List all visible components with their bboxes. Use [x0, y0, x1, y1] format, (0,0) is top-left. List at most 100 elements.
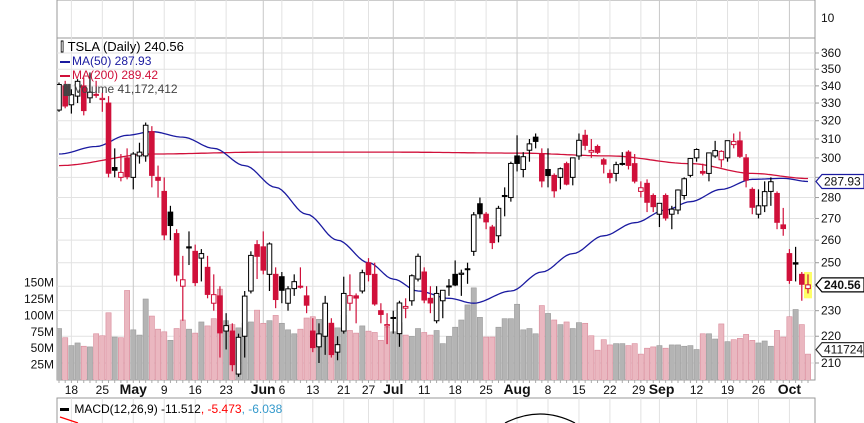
- volume-bar: [99, 335, 106, 380]
- macd-signal: , -5.473: [200, 402, 242, 416]
- x-tick-label: May: [120, 381, 147, 397]
- candle-body: [285, 288, 291, 304]
- candle-body: [495, 207, 502, 237]
- volume-bar: [761, 340, 768, 380]
- volume-bar: [105, 312, 112, 380]
- candle-body: [780, 224, 787, 230]
- x-tick-label: 9: [161, 383, 168, 397]
- volume-bar: [588, 335, 595, 380]
- volume-bar: [538, 305, 545, 380]
- y-tick-label: 250: [821, 256, 841, 270]
- candle-body: [371, 273, 378, 305]
- volume-bar: [130, 329, 137, 380]
- candle-body: [768, 181, 774, 192]
- candle-body: [198, 253, 205, 259]
- legend-ma200: MA(200) 289.42: [72, 68, 159, 82]
- candle-body: [279, 276, 285, 291]
- volume-bar: [792, 309, 799, 380]
- volume-bar: [718, 323, 725, 380]
- candle-body: [706, 152, 712, 174]
- candle-body: [229, 330, 236, 366]
- volume-bar: [699, 333, 706, 380]
- candle-body: [334, 344, 341, 353]
- volume-bar: [483, 336, 490, 380]
- macd-swatch-icon: [60, 408, 69, 412]
- volume-tick-label: 50M: [31, 341, 54, 355]
- candle-body: [421, 271, 428, 301]
- volume-tick-label: 150M: [24, 276, 54, 290]
- x-tick-label: 19: [721, 383, 735, 397]
- volume-bar: [439, 343, 446, 380]
- volume-bar: [668, 344, 675, 380]
- candle-body: [681, 178, 687, 196]
- ma50-value-tag-box: [815, 173, 864, 190]
- candle-body: [792, 262, 799, 265]
- volume-bar: [458, 319, 465, 380]
- volume-tick-label: 25M: [31, 358, 54, 372]
- candle-body: [501, 194, 508, 197]
- candle-body: [526, 143, 533, 151]
- x-tick-label: Jul: [383, 381, 403, 397]
- macd-panel: [56, 397, 816, 423]
- candle-body: [761, 191, 768, 207]
- candle-body: [774, 192, 780, 223]
- candle-body: [291, 281, 298, 290]
- y-tick-label: 220: [821, 329, 841, 343]
- y-tick-label: 320: [821, 114, 841, 128]
- candle-body: [569, 157, 576, 178]
- volume-bar: [347, 330, 353, 380]
- candle-body: [439, 289, 446, 302]
- volume-bar: [563, 321, 570, 380]
- volume-bar: [514, 303, 520, 380]
- candle-body: [173, 233, 180, 276]
- x-tick-label: 16: [189, 383, 203, 397]
- x-tick-label: Sep: [649, 381, 675, 397]
- candle-body: [167, 211, 174, 227]
- volume-bar: [650, 346, 657, 380]
- candle-body: [390, 316, 397, 319]
- candle-body: [365, 262, 372, 276]
- candle-body: [514, 155, 520, 164]
- macd-label: MACD(12,26,9) -11.512: [74, 402, 201, 416]
- candle-body: [80, 85, 87, 112]
- candle-body: [204, 266, 211, 295]
- y-tick-label: 330: [821, 96, 841, 110]
- chart-legend: ⫿ TSLA (Daily) 240.56 MA(50) 287.93 MA(2…: [60, 40, 184, 98]
- axes: 360 350 340 330 320 310 300 280 270 260 250 230 220 2…: [24, 11, 864, 397]
- candle-body: [68, 94, 75, 106]
- candle-body: [755, 205, 762, 215]
- y-tick-label: 310: [821, 132, 841, 146]
- volume-bar: [786, 316, 793, 380]
- volume-bar: [656, 345, 663, 380]
- volume-bar: [545, 313, 551, 380]
- legend-volume: Volume 41,172,412: [74, 82, 178, 96]
- candle-body: [452, 273, 458, 286]
- volume-bar: [136, 334, 143, 380]
- volume-bar: [767, 345, 774, 380]
- volume-bar: [266, 320, 273, 380]
- candle-body: [105, 102, 112, 174]
- candle-body: [248, 254, 254, 292]
- candle-body: [347, 295, 353, 304]
- last-price-tag: 240.56: [824, 278, 861, 292]
- volume-bar: [805, 353, 811, 380]
- legend-title-row: ⫿ TSLA (Daily) 240.56: [60, 40, 184, 54]
- candle-body: [464, 268, 471, 271]
- volume-bar: [62, 337, 69, 380]
- volume-value-tag-box: [815, 342, 864, 358]
- candle-body: [724, 140, 731, 159]
- volume-bar: [600, 339, 607, 380]
- volume-bar: [80, 345, 87, 380]
- volume-bar: [204, 325, 211, 380]
- volume-bar: [724, 341, 731, 380]
- candle-body: [316, 333, 322, 348]
- candle-body: [155, 176, 161, 181]
- candle-body: [136, 151, 143, 157]
- volume-bar: [359, 325, 366, 380]
- candle-body: [130, 153, 137, 178]
- volume-bar: [87, 346, 93, 380]
- volume-bar: [167, 340, 174, 380]
- y-tick-label: 260: [821, 233, 841, 247]
- volume-value-tag: 411724: [824, 343, 863, 357]
- volume-bar: [495, 326, 502, 380]
